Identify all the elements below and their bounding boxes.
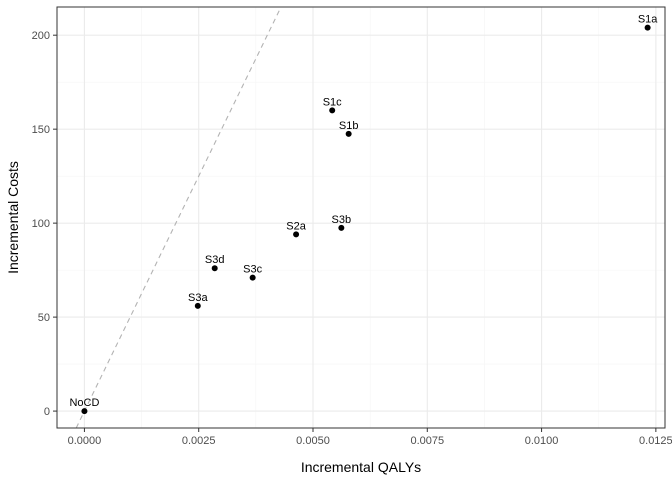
y-tick-label: 150 xyxy=(32,124,50,136)
x-tick-label: 0.0075 xyxy=(410,435,444,447)
data-point-nocd xyxy=(81,408,88,415)
point-label-s3b: S3b xyxy=(332,214,352,226)
data-point-s1a xyxy=(644,24,651,31)
y-axis-title: Incremental Costs xyxy=(5,161,21,274)
point-label-s1b: S1b xyxy=(339,120,359,132)
panel-border xyxy=(56,6,666,429)
y-tick-label: 0 xyxy=(44,406,50,418)
y-axis: 0 50 100 150 200 xyxy=(32,30,57,418)
reference-line-layer xyxy=(75,6,282,429)
x-tick-label: 0.0025 xyxy=(182,435,216,447)
point-label-s2a: S2a xyxy=(286,220,306,232)
data-point-s3c xyxy=(249,274,256,281)
data-point-s2a xyxy=(293,231,300,238)
x-tick-label: 0.0000 xyxy=(68,435,102,447)
points-layer xyxy=(81,24,651,415)
grid-major xyxy=(57,7,665,428)
y-tick-label: 200 xyxy=(32,30,50,42)
point-label-nocd: NoCD xyxy=(69,397,99,409)
point-label-s3a: S3a xyxy=(188,292,208,304)
point-label-s3d: S3d xyxy=(205,254,225,266)
data-point-s3d xyxy=(211,265,218,272)
data-point-s3b xyxy=(338,224,345,231)
point-label-s3c: S3c xyxy=(243,264,262,276)
data-point-s1b xyxy=(345,130,352,137)
y-tick-label: 100 xyxy=(32,218,50,230)
x-tick-label: 0.0125 xyxy=(639,435,672,447)
x-tick-label: 0.0100 xyxy=(525,435,559,447)
data-point-s1c xyxy=(329,107,336,114)
x-axis: 0.0000 0.0025 0.0050 0.0075 0.0100 0.0125 xyxy=(68,428,672,447)
threshold-reference-line xyxy=(75,6,282,429)
y-tick-label: 50 xyxy=(38,312,50,324)
x-tick-label: 0.0050 xyxy=(296,435,330,447)
data-point-s3a xyxy=(194,302,201,309)
grid-minor xyxy=(57,7,665,428)
point-label-s1c: S1c xyxy=(323,96,342,108)
point-labels-layer: NoCD S3a S3d S3c S2a S3b S1c S1b S1a xyxy=(69,14,658,409)
point-label-s1a: S1a xyxy=(638,14,658,26)
x-axis-title: Incremental QALYs xyxy=(301,459,421,475)
